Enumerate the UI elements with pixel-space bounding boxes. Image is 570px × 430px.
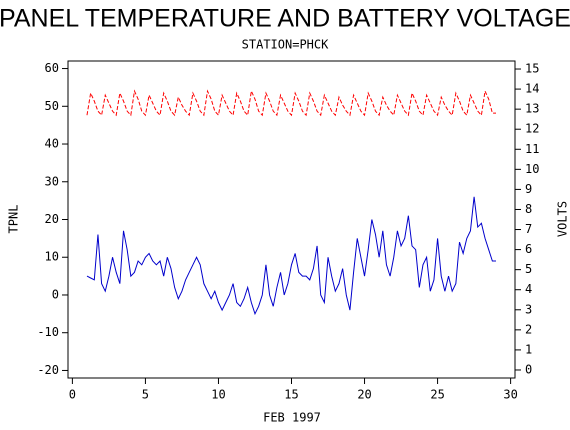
y-axis-label: TPNL: [7, 205, 21, 234]
x-axis-label: FEB 1997: [263, 411, 321, 425]
y2-tick-label: 9: [525, 182, 532, 196]
y2-tick-label: 11: [525, 142, 539, 156]
y-tick-label: 20: [45, 212, 59, 226]
x-tick-label: 15: [284, 388, 298, 402]
y-tick-label: -10: [37, 325, 59, 339]
y2-tick-label: 15: [525, 62, 539, 76]
y2-tick-label: 8: [525, 202, 532, 216]
y2-tick-label: 2: [525, 322, 532, 336]
x-tick-label: 0: [69, 388, 76, 402]
plot-frame: [67, 60, 516, 379]
y2-tick-label: 3: [525, 302, 532, 316]
y2-tick-label: 10: [525, 162, 539, 176]
y-tick-label: 40: [45, 137, 59, 151]
x-tick-label: 10: [211, 388, 225, 402]
x-tick-label: 5: [142, 388, 149, 402]
x-tick-label: 30: [503, 388, 517, 402]
y-tick-label: -20: [37, 363, 59, 377]
chart-subtitle: STATION=PHCK: [242, 38, 329, 52]
x-tick-label: 20: [357, 388, 371, 402]
y2-tick-label: 4: [525, 282, 532, 296]
y2-tick-label: 14: [525, 82, 539, 96]
series-line: [86, 196, 497, 316]
y-tick-label: 60: [45, 61, 59, 75]
y2-axis-label: VOLTS: [556, 201, 570, 237]
y2-tick-label: 0: [525, 362, 532, 376]
y2-tick-label: 12: [525, 122, 539, 136]
y-tick-label: 50: [45, 99, 59, 113]
y2-tick-label: 7: [525, 222, 532, 236]
y2-tick-label: 6: [525, 242, 532, 256]
y-tick-label: 10: [45, 250, 59, 264]
chart-title: PANEL TEMPERATURE AND BATTERY VOLTAGE: [0, 5, 570, 33]
series-line: [86, 89, 497, 117]
y2-tick-label: 1: [525, 342, 532, 356]
y2-tick-label: 5: [525, 262, 532, 276]
x-tick-label: 25: [430, 388, 444, 402]
y-tick-label: 0: [52, 287, 59, 301]
y-tick-label: 30: [45, 174, 59, 188]
y2-tick-label: 13: [525, 102, 539, 116]
